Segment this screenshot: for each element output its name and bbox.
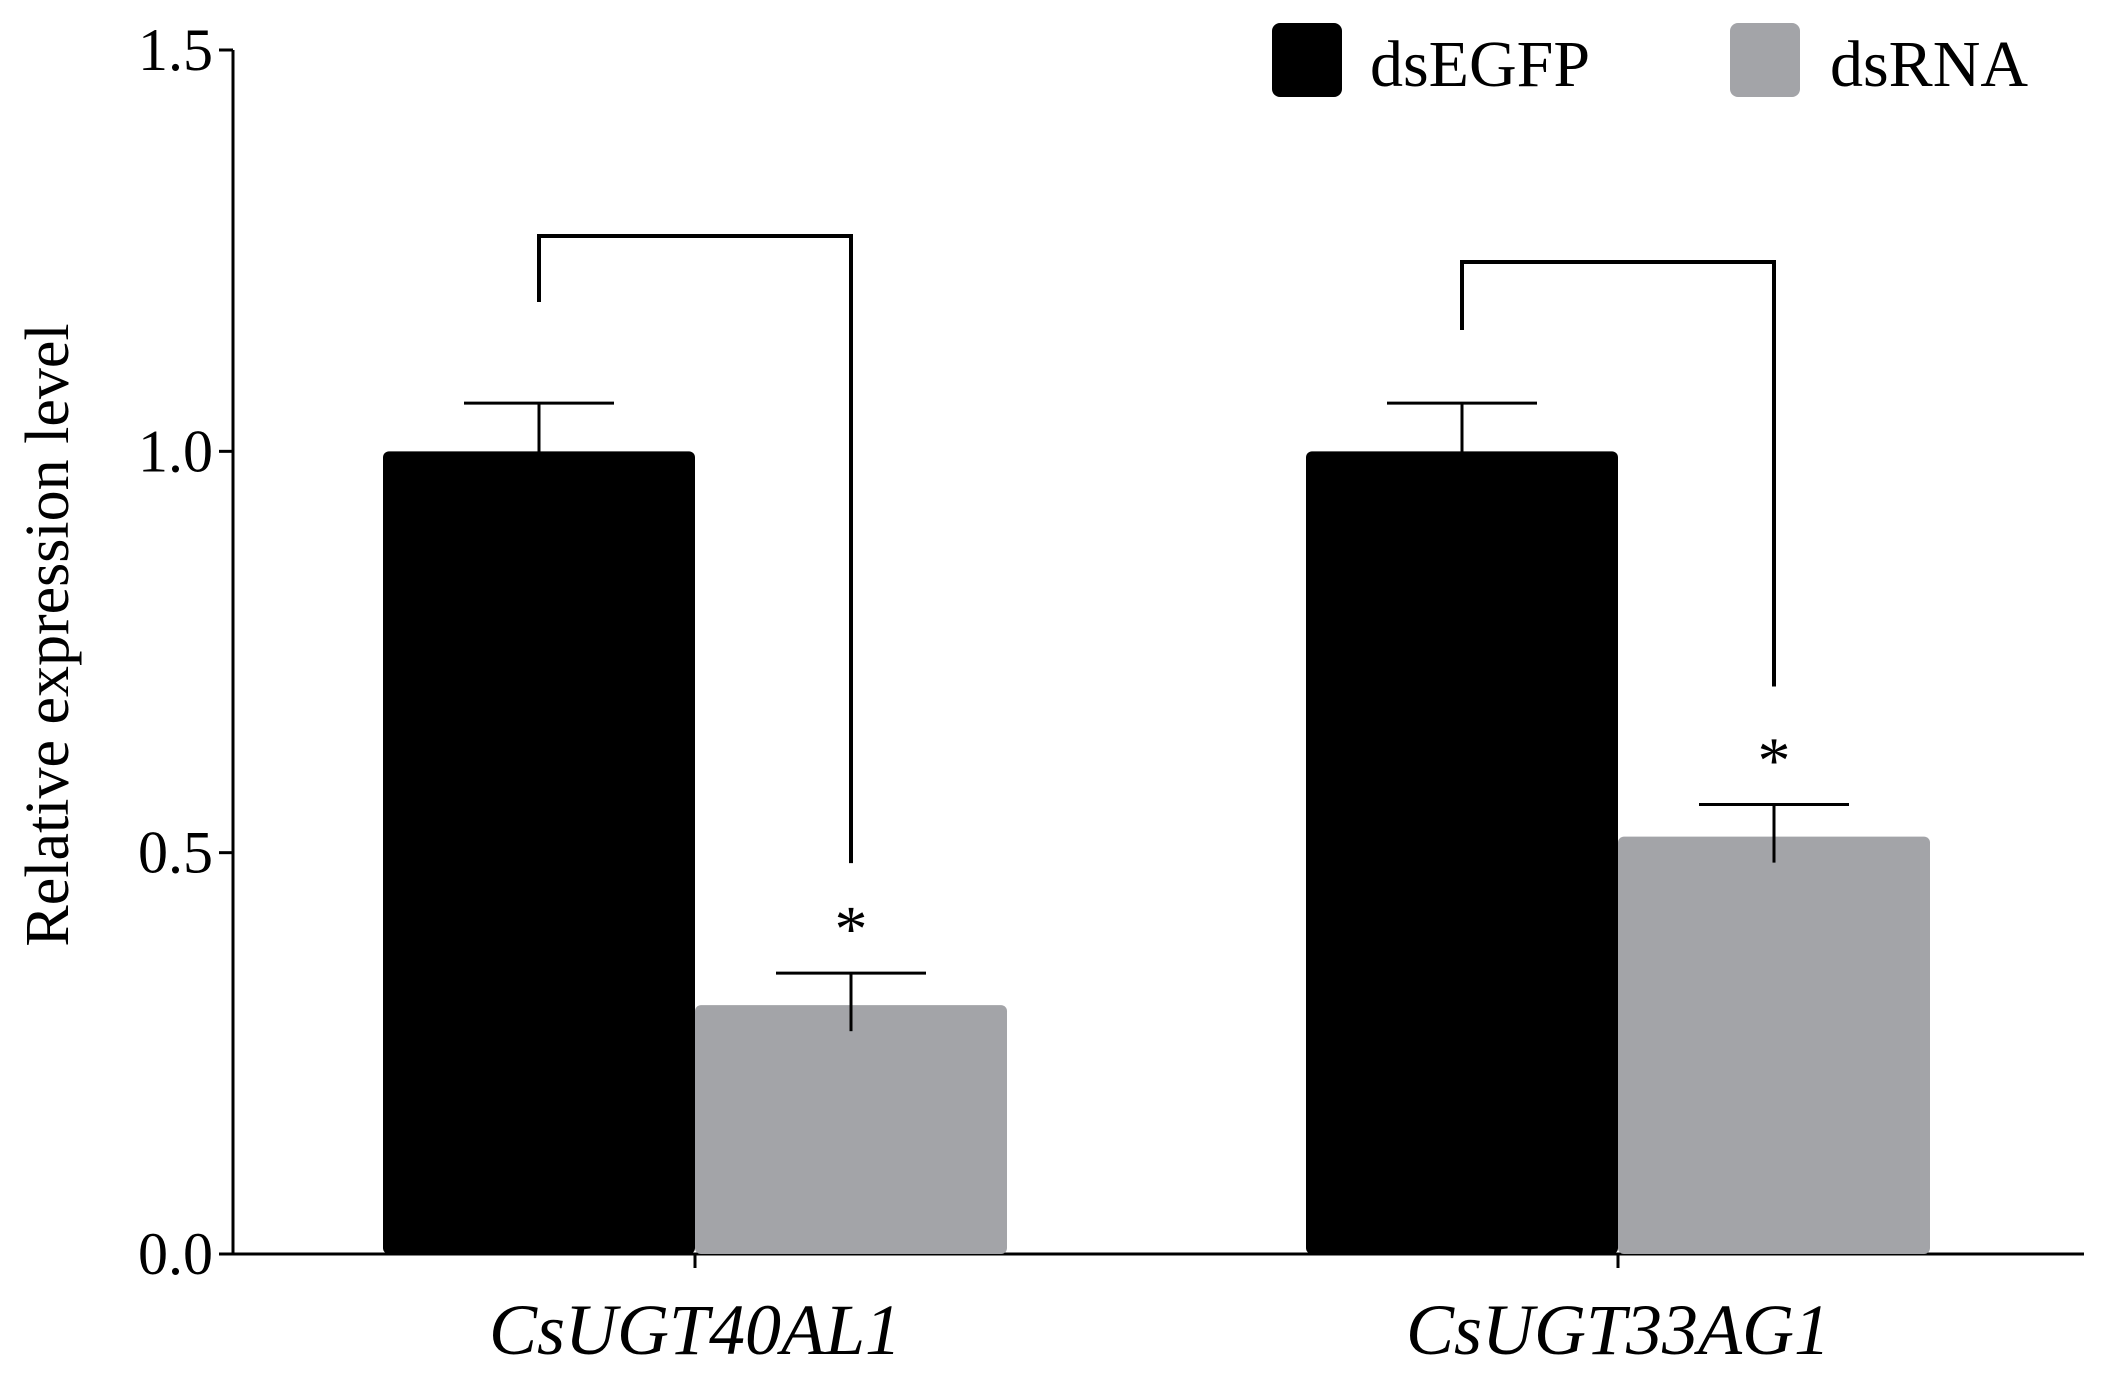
legend-label-dsegfp: dsEGFP: [1370, 28, 1590, 101]
significance-bracket: [1460, 260, 1776, 687]
y-tick-label: 1.0: [138, 418, 213, 484]
legend-label-dsrna: dsRNA: [1830, 28, 2028, 101]
y-tick-label: 0.5: [138, 820, 213, 886]
significance-star: *: [1758, 725, 1791, 798]
bar-dsegfp-csugt33ag1: [1306, 451, 1618, 1254]
plot-area: 0.0 0.5 1.0 1.5 * * CsUGT40AL1 CsUGT33AG1: [138, 17, 2084, 1370]
y-tick-label: 1.5: [138, 17, 213, 83]
legend: dsEGFP dsRNA: [1272, 23, 2028, 101]
legend-swatch-dsrna: [1730, 23, 1800, 97]
x-tick-label: CsUGT40AL1: [489, 1290, 901, 1370]
y-tick-label: 0.0: [138, 1221, 213, 1287]
bar-dsrna-csugt40al1: [695, 1005, 1007, 1254]
significance-bracket: [537, 234, 853, 864]
y-axis-title: Relative expression level: [14, 323, 82, 946]
bar-dsegfp-csugt40al1: [383, 451, 695, 1254]
bar-dsrna-csugt33ag1: [1618, 836, 1930, 1254]
significance-star: *: [835, 893, 868, 966]
x-tick-label: CsUGT33AG1: [1406, 1290, 1830, 1370]
legend-swatch-dsegfp: [1272, 23, 1342, 97]
